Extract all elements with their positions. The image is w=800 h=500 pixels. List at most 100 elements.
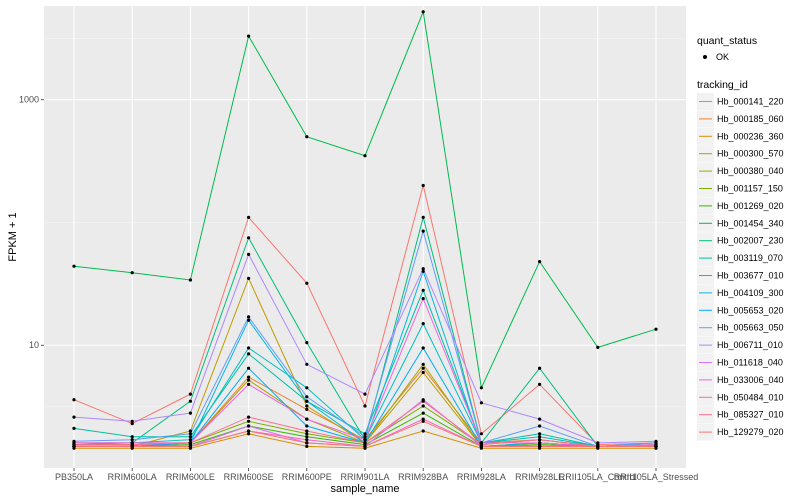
point-Hb_001157_150-4 [305, 432, 309, 436]
legend-label-13: Hb_005663_050 [717, 323, 784, 333]
point-Hb_000141_220-5 [363, 404, 367, 408]
point-Hb_129279_020-6 [421, 419, 425, 423]
point-Hb_005653_020-4 [305, 424, 309, 428]
point-Hb_000300_570-4 [305, 404, 309, 408]
point-Hb_085327_010-8 [538, 438, 542, 442]
color-legend: Hb_000141_220 Hb_000185_060 Hb_000236_360 H… [697, 93, 784, 441]
point-Hb_001454_340-9 [596, 345, 600, 349]
point-Hb_001454_340-1 [130, 271, 134, 275]
point-Hb_004109_300-4 [305, 399, 309, 403]
point-Hb_000185_060-3 [247, 375, 251, 379]
point-Hb_005653_020-6 [421, 346, 425, 350]
point-Hb_006711_010-1 [130, 419, 134, 423]
legend-label-19: Hb_129279_020 [717, 427, 784, 437]
point-Hb_085327_010-6 [421, 399, 425, 403]
point-Hb_000141_220-6 [421, 183, 425, 188]
point-Hb_006711_010-10 [654, 439, 658, 443]
point-Hb_003119_070-5 [363, 432, 367, 436]
point-Hb_085327_010-3 [247, 415, 251, 419]
series-points [72, 10, 658, 450]
point-Hb_000141_220-0 [72, 398, 76, 402]
point-Hb_001454_340-0 [72, 264, 76, 268]
point-Hb_011618_040-3 [247, 424, 251, 428]
point-Hb_006711_010-3 [247, 252, 251, 256]
point-Hb_003677_010-4 [305, 386, 309, 390]
x-tick-label-2: RRIM600LE [166, 472, 215, 482]
point-Hb_001454_340-2 [188, 278, 192, 282]
point-Hb_050484_010-6 [421, 417, 425, 421]
point-Hb_005663_050-1 [130, 438, 134, 442]
legend-label-7: Hb_001454_340 [717, 218, 784, 228]
point-Hb_001269_020-6 [421, 411, 425, 415]
point-Hb_006711_010-2 [188, 411, 192, 415]
point-Hb_033006_040-6 [421, 297, 425, 301]
point-Hb_006711_010-4 [305, 362, 309, 366]
point-Hb_000236_360-6 [421, 429, 425, 433]
legend-label-10: Hb_003677_010 [717, 271, 784, 281]
point-Hb_003119_070-1 [130, 435, 134, 439]
point-Hb_001157_150-3 [247, 419, 251, 423]
point-Hb_005663_050-2 [188, 432, 192, 436]
legend-label-14: Hb_006711_010 [717, 340, 783, 350]
point-Hb_000300_570-6 [421, 370, 425, 375]
legend-label-0: Hb_000141_220 [717, 97, 784, 107]
point-Hb_000141_220-1 [130, 422, 134, 426]
legend-label-3: Hb_000300_570 [717, 149, 784, 159]
point-Hb_002007_230-4 [305, 341, 309, 345]
point-Hb_000141_220-4 [305, 281, 309, 285]
point-Hb_050484_010-4 [305, 438, 309, 442]
point-Hb_000141_220-3 [247, 215, 251, 219]
point-Hb_129279_020-9 [596, 444, 600, 448]
legend-label-8: Hb_002007_230 [717, 236, 784, 246]
x-axis: PB350LA RRIM600LA RRIM600LE RRIM600SE RRIM60… [55, 468, 698, 482]
point-Hb_001157_150-6 [421, 404, 425, 408]
shape-legend-title: quant_status [697, 35, 757, 47]
point-Hb_003119_070-2 [188, 435, 192, 439]
shape-legend-key-ok [703, 55, 707, 59]
point-Hb_000300_570-2 [188, 429, 192, 433]
point-Hb_005663_050-4 [305, 395, 309, 399]
point-Hb_000141_220-2 [188, 392, 192, 396]
point-Hb_033006_040-3 [247, 382, 251, 386]
point-Hb_033006_040-4 [305, 417, 309, 421]
x-tick-label-4: RRIM600PE [282, 472, 332, 482]
legend-label-12: Hb_005653_020 [717, 305, 784, 315]
legend-label-2: Hb_000236_360 [717, 131, 784, 141]
point-Hb_001454_340-10 [654, 327, 658, 331]
point-Hb_001454_340-8 [538, 260, 542, 264]
color-legend-title: tracking_id [697, 79, 748, 91]
point-Hb_006711_010-6 [421, 267, 425, 271]
x-tick-label-9: RRII105LA_Control [559, 472, 637, 482]
point-Hb_005663_050-8 [538, 424, 542, 428]
point-Hb_129279_020-8 [538, 444, 542, 448]
point-Hb_002007_230-2 [188, 399, 192, 403]
point-Hb_129279_020-3 [247, 429, 251, 433]
x-tick-label-10: RRII105LA_Stressed [614, 472, 699, 482]
x-tick-label-0: PB350LA [55, 472, 93, 482]
point-Hb_129279_020-1 [130, 444, 134, 448]
point-Hb_006711_010-5 [363, 392, 367, 396]
point-Hb_085327_010-4 [305, 429, 309, 433]
grid-major [44, 6, 686, 468]
point-Hb_000141_220-7 [479, 432, 483, 436]
point-Hb_005663_050-3 [247, 315, 251, 319]
point-Hb_001269_020-4 [305, 435, 309, 439]
point-Hb_000141_220-8 [538, 382, 542, 386]
point-Hb_001454_340-5 [363, 154, 367, 158]
x-tick-label-7: RRIM928LA [457, 472, 506, 482]
y-tick-label-1: 1000 [19, 95, 39, 105]
point-Hb_006711_010-0 [72, 415, 76, 419]
x-tick-label-3: RRIM600SE [224, 472, 274, 482]
point-Hb_000236_360-4 [305, 444, 309, 448]
point-Hb_000380_040-6 [421, 362, 425, 366]
point-Hb_033006_040-8 [538, 441, 542, 445]
point-Hb_000300_570-3 [247, 276, 251, 280]
point-Hb_001454_340-7 [479, 386, 483, 390]
x-tick-label-6: RRIM928BA [398, 472, 448, 482]
point-Hb_000185_060-6 [421, 366, 425, 370]
point-Hb_000185_060-4 [305, 407, 309, 411]
point-Hb_129279_020-4 [305, 441, 309, 445]
point-Hb_085327_010-2 [188, 441, 192, 445]
point-Hb_001454_340-6 [421, 10, 425, 14]
